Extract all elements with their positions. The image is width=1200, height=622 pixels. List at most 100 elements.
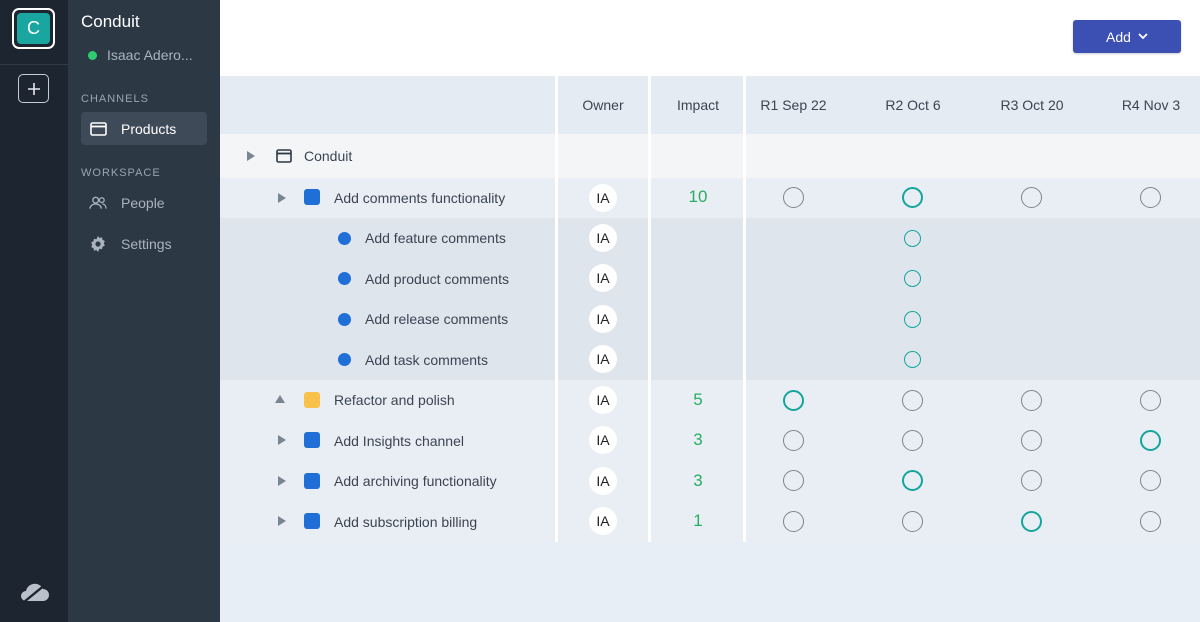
release-slot-r4[interactable] [1140, 390, 1161, 411]
workspace-initial: C [17, 13, 50, 44]
list-item[interactable]: Add task comments IA [220, 339, 1200, 380]
avatar[interactable]: IA [589, 345, 617, 373]
release-slot-r4[interactable] [1140, 430, 1161, 451]
row-label: Add task comments [365, 351, 488, 368]
cloud-icon[interactable] [17, 580, 51, 604]
release-slot-r1[interactable] [783, 470, 804, 491]
row-label: Add Insights channel [334, 432, 464, 449]
impact-value: 3 [693, 471, 703, 490]
release-slot-r1[interactable] [783, 187, 804, 208]
release-slot-r2[interactable] [902, 430, 923, 451]
feature-color-swatch [304, 473, 320, 489]
expand-right-icon[interactable] [246, 151, 256, 161]
expand-right-icon[interactable] [277, 193, 287, 203]
workspace-rail: C [0, 0, 68, 622]
sidebar-item-people[interactable]: People [81, 186, 207, 219]
table-header: Owner Impact R1 Sep 22 R2 Oct 6 R3 Oct 2… [220, 76, 1200, 134]
chevron-down-icon [1138, 33, 1148, 40]
top-bar [220, 0, 1200, 76]
table-row[interactable]: Add archiving functionality IA 3 [220, 461, 1200, 501]
group-row[interactable]: Conduit [220, 134, 1200, 178]
release-slot-r1[interactable] [783, 390, 804, 411]
avatar[interactable]: IA [589, 184, 617, 212]
list-item[interactable]: Add feature comments IA [220, 218, 1200, 258]
release-slot-r2[interactable] [904, 230, 921, 247]
release-slot-r1[interactable] [783, 430, 804, 451]
release-slot-r4[interactable] [1140, 511, 1161, 532]
sidebar-item-label: People [121, 194, 165, 211]
sidebar-item-label: Products [121, 120, 177, 137]
release-slot-r2[interactable] [904, 311, 921, 328]
feature-color-swatch [304, 513, 320, 529]
row-label: Refactor and polish [334, 392, 455, 408]
release-slot-r3[interactable] [1021, 390, 1042, 411]
expand-right-icon[interactable] [277, 476, 287, 486]
column-header-r3[interactable]: R3 Oct 20 [1000, 97, 1064, 113]
column-header-r2[interactable]: R2 Oct 6 [885, 97, 941, 113]
workspace-switcher[interactable]: C [12, 8, 55, 49]
collapse-up-icon[interactable] [275, 394, 285, 404]
avatar[interactable]: IA [589, 507, 617, 535]
feature-color-swatch [304, 189, 320, 205]
avatar[interactable]: IA [589, 264, 617, 292]
rail-divider [0, 64, 68, 65]
list-item[interactable]: Add release comments IA [220, 299, 1200, 339]
column-header-owner[interactable]: Owner [556, 76, 650, 134]
expand-right-icon[interactable] [277, 435, 287, 445]
release-slot-r3[interactable] [1021, 430, 1042, 451]
column-divider [555, 76, 558, 542]
avatar[interactable]: IA [589, 426, 617, 454]
sidebar-item-products[interactable]: Products [81, 112, 207, 145]
row-label: Add feature comments [365, 230, 506, 246]
column-header-r1[interactable]: R1 Sep 22 [760, 97, 827, 113]
name-column-header [220, 76, 556, 134]
avatar[interactable]: IA [589, 224, 617, 252]
table-row[interactable]: Refactor and polish IA 5 [220, 380, 1200, 420]
release-slot-r3[interactable] [1021, 511, 1042, 532]
row-label: Add release comments [365, 311, 509, 327]
release-slot-r3[interactable] [1021, 187, 1042, 208]
feature-color-swatch [304, 392, 320, 408]
channels-section-label: CHANNELS [81, 93, 149, 105]
row-label: Add product comments [365, 270, 509, 287]
workspace-name[interactable]: Conduit [81, 12, 140, 31]
avatar[interactable]: IA [589, 305, 617, 333]
task-dot [338, 232, 351, 245]
list-item[interactable]: Add product comments IA [220, 258, 1200, 299]
expand-right-icon[interactable] [277, 516, 287, 526]
avatar[interactable]: IA [589, 467, 617, 495]
release-slot-r4[interactable] [1140, 187, 1161, 208]
column-divider [648, 76, 651, 542]
releases-header-bg [746, 76, 1200, 134]
people-icon [89, 194, 107, 212]
impact-value: 10 [688, 187, 708, 206]
sidebar-item-settings[interactable]: Settings [81, 227, 207, 260]
release-slot-r2[interactable] [902, 187, 923, 208]
feature-color-swatch [304, 432, 320, 448]
add-button-label: Add [1106, 28, 1131, 45]
column-header-r4[interactable]: R4 Nov 3 [1121, 97, 1181, 113]
user-status[interactable]: Isaac Adero... [88, 47, 193, 63]
release-slot-r2[interactable] [902, 470, 923, 491]
add-workspace-button[interactable] [18, 74, 49, 103]
avatar[interactable]: IA [589, 386, 617, 414]
table-row[interactable]: Add subscription billing IA 1 [220, 501, 1200, 542]
impact-value: 5 [693, 390, 703, 409]
release-slot-r2[interactable] [904, 351, 921, 368]
plus-icon [27, 82, 40, 95]
table-row[interactable]: Add Insights channel IA 3 [220, 420, 1200, 461]
task-dot [338, 313, 351, 326]
release-slot-r4[interactable] [1140, 470, 1161, 491]
release-slot-r2[interactable] [902, 511, 923, 532]
column-divider [743, 76, 746, 542]
impact-value: 1 [693, 511, 703, 530]
release-slot-r3[interactable] [1021, 470, 1042, 491]
table-row[interactable]: Add comments functionality IA 10 [220, 178, 1200, 218]
column-header-impact[interactable]: Impact [650, 76, 746, 134]
release-slot-r1[interactable] [783, 511, 804, 532]
release-slot-r2[interactable] [904, 270, 921, 287]
subtasks-group: Add feature comments IA Add product comm… [220, 218, 1200, 380]
add-button[interactable]: Add [1073, 20, 1181, 53]
release-slot-r2[interactable] [902, 390, 923, 411]
sidebar: Conduit Isaac Adero... CHANNELS Products… [68, 0, 220, 622]
